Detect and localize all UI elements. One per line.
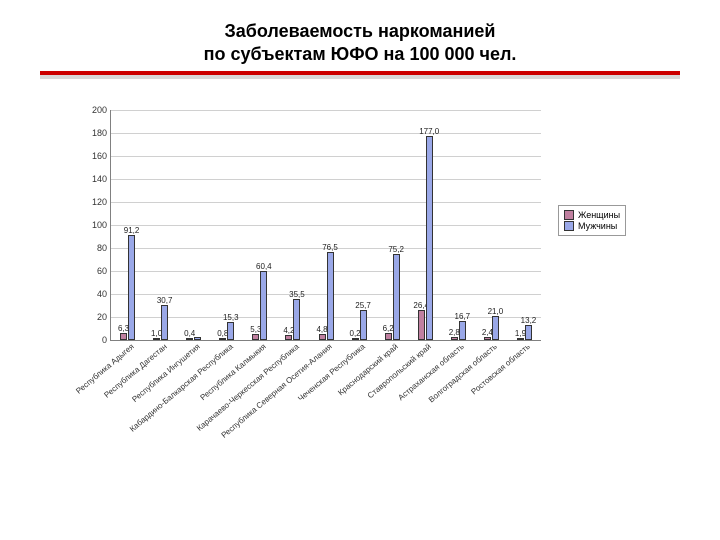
bar-value-label: 60,4 [256, 262, 272, 271]
bar-men: 16,7 [459, 321, 466, 340]
bar-men: 91,2 [128, 235, 135, 340]
legend: ЖенщиныМужчины [558, 205, 626, 236]
chart-area: 0204060801001201401601802006,391,21,030,… [80, 110, 680, 490]
bar-women: 2,4 [484, 337, 491, 340]
bar-value-label: 15,3 [223, 313, 239, 322]
grid-line [111, 202, 541, 203]
title-rule [40, 71, 680, 75]
bar-value-label: 75,2 [388, 245, 404, 254]
bar-women: 0,2 [352, 338, 359, 340]
y-tick-label: 60 [83, 266, 107, 276]
y-tick-label: 100 [83, 220, 107, 230]
bar-women: 0,4 [186, 338, 193, 340]
bar-value-label: 91,2 [124, 226, 140, 235]
bar-women: 26,4 [418, 310, 425, 340]
bar-women: 1,9 [517, 338, 524, 340]
title-line-1: Заболеваемость наркоманией [40, 20, 680, 43]
bar-women: 1,0 [153, 338, 160, 340]
x-category-label: Республика Дагестан [102, 342, 168, 400]
bar-men: 35,5 [293, 299, 300, 340]
bar-men: 15,3 [227, 322, 234, 340]
bar-men: 75,2 [393, 254, 400, 340]
bar-value-label: 16,7 [455, 312, 471, 321]
title-line-2: по субъектам ЮФО на 100 000 чел. [40, 43, 680, 66]
bar-men: 21,0 [492, 316, 499, 340]
y-tick-label: 0 [83, 335, 107, 345]
x-category-label: Ростовская область [470, 342, 532, 396]
bar-women: 6,2 [385, 333, 392, 340]
legend-swatch [564, 210, 574, 220]
bar-value-label: 30,7 [157, 296, 173, 305]
grid-line [111, 225, 541, 226]
bar-men [194, 337, 201, 340]
plot-area: 0204060801001201401601802006,391,21,030,… [110, 110, 541, 341]
bar-value-label: 177,0 [419, 127, 439, 136]
legend-label: Женщины [578, 210, 620, 220]
y-tick-label: 140 [83, 174, 107, 184]
y-tick-label: 180 [83, 128, 107, 138]
slide: Заболеваемость наркоманией по субъектам … [0, 0, 720, 540]
y-tick-label: 80 [83, 243, 107, 253]
y-tick-label: 40 [83, 289, 107, 299]
y-tick-label: 160 [83, 151, 107, 161]
bar-men: 25,7 [360, 310, 367, 340]
grid-line [111, 133, 541, 134]
bar-women: 6,3 [120, 333, 127, 340]
x-category-label: Краснодарский край [336, 342, 400, 397]
bar-value-label: 13,2 [521, 316, 537, 325]
legend-item: Женщины [564, 210, 620, 220]
legend-label: Мужчины [578, 221, 617, 231]
bar-women: 0,8 [219, 338, 226, 340]
slide-title: Заболеваемость наркоманией по субъектам … [0, 0, 720, 71]
bar-men: 177,0 [426, 136, 433, 340]
grid-line [111, 110, 541, 111]
bar-men: 13,2 [525, 325, 532, 340]
y-tick-label: 200 [83, 105, 107, 115]
legend-item: Мужчины [564, 221, 620, 231]
bar-women: 5,3 [252, 334, 259, 340]
y-tick-label: 120 [83, 197, 107, 207]
title-rule-wrap [0, 71, 720, 75]
grid-line [111, 156, 541, 157]
bar-value-label: 25,7 [355, 301, 371, 310]
grid-line [111, 179, 541, 180]
bar-value-label: 76,5 [322, 243, 338, 252]
x-axis-labels: Республика АдыгеяРеспублика ДагестанРесп… [110, 342, 540, 482]
bar-value-label: 35,5 [289, 290, 305, 299]
bar-women: 4,2 [285, 335, 292, 340]
bar-men: 30,7 [161, 305, 168, 340]
bar-women: 4,8 [319, 334, 326, 340]
bar-men: 60,4 [260, 271, 267, 340]
x-category-label: Республика Адыгея [74, 342, 136, 396]
legend-swatch [564, 221, 574, 231]
bar-value-label: 21,0 [488, 307, 504, 316]
bar-women: 2,8 [451, 337, 458, 340]
y-tick-label: 20 [83, 312, 107, 322]
bar-men: 76,5 [327, 252, 334, 340]
